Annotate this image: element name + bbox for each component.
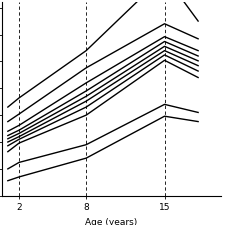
X-axis label: Age (years): Age (years) — [85, 218, 137, 225]
